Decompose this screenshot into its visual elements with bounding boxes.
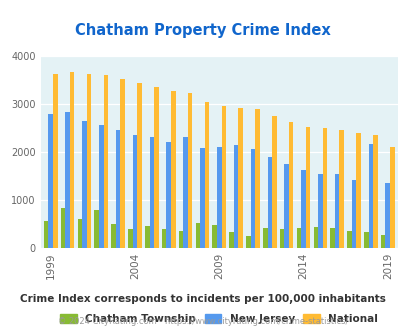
Bar (313, 227, 317, 248)
Bar (221, 106, 226, 248)
Bar (200, 148, 204, 248)
Bar (53, 74, 58, 248)
Bar (238, 108, 242, 248)
Bar (229, 232, 233, 248)
Bar (279, 229, 283, 248)
Bar (288, 122, 293, 248)
Bar (183, 137, 188, 248)
Bar (351, 180, 356, 248)
Text: Chatham Property Crime Index: Chatham Property Crime Index (75, 23, 330, 38)
Bar (137, 83, 141, 248)
Bar (99, 125, 103, 248)
Bar (212, 225, 216, 248)
Bar (267, 157, 271, 248)
Bar (346, 231, 351, 248)
Bar (250, 149, 255, 248)
Bar (103, 75, 108, 248)
Bar (61, 208, 65, 248)
Bar (296, 228, 301, 248)
Bar (178, 231, 183, 248)
Bar (132, 135, 137, 248)
Text: Crime Index corresponds to incidents per 100,000 inhabitants: Crime Index corresponds to incidents per… (20, 294, 385, 304)
Bar (166, 142, 171, 248)
Bar (372, 135, 377, 248)
Bar (216, 148, 221, 248)
Bar (255, 109, 259, 248)
Bar (233, 145, 238, 248)
Bar (368, 144, 372, 248)
Bar (77, 219, 82, 248)
Bar (48, 115, 53, 248)
Bar (65, 112, 70, 248)
Bar (149, 137, 154, 248)
Bar (204, 102, 209, 248)
Bar (356, 133, 360, 248)
Bar (87, 74, 91, 248)
Bar (262, 228, 267, 248)
Bar (271, 116, 276, 248)
Legend: Chatham Township, New Jersey, National: Chatham Township, New Jersey, National (60, 314, 377, 324)
Bar (188, 93, 192, 248)
Bar (389, 147, 394, 248)
Bar (334, 174, 339, 248)
Bar (301, 170, 305, 248)
Bar (145, 226, 149, 248)
Bar (70, 72, 74, 248)
Bar (82, 121, 87, 248)
Bar (195, 223, 200, 248)
Bar (94, 210, 99, 248)
Bar (384, 183, 389, 248)
Bar (339, 130, 343, 248)
Bar (317, 174, 322, 248)
Text: © 2024 CityRating.com - https://www.cityrating.com/crime-statistics/: © 2024 CityRating.com - https://www.city… (58, 317, 347, 326)
Bar (111, 224, 115, 248)
Bar (154, 87, 158, 248)
Bar (380, 235, 384, 248)
Bar (330, 228, 334, 248)
Bar (128, 229, 132, 248)
Bar (305, 127, 309, 248)
Bar (120, 79, 125, 248)
Bar (284, 164, 288, 248)
Bar (171, 90, 175, 248)
Bar (363, 232, 368, 248)
Bar (162, 229, 166, 248)
Bar (44, 221, 48, 248)
Bar (322, 128, 326, 248)
Bar (245, 236, 250, 248)
Bar (115, 130, 120, 248)
